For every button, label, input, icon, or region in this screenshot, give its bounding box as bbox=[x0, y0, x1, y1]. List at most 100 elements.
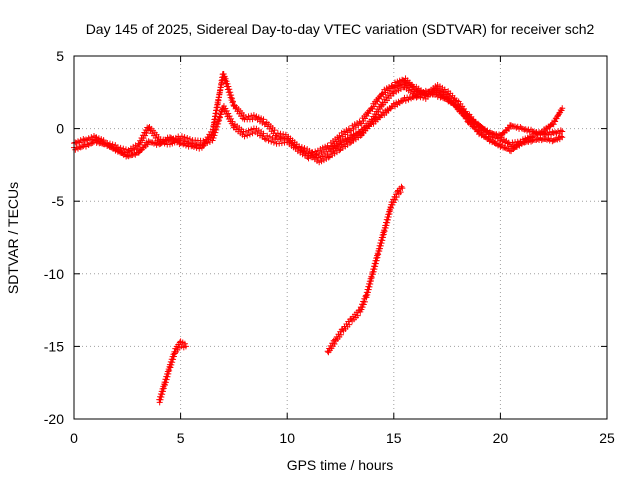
data-point bbox=[213, 110, 220, 117]
data-point bbox=[379, 237, 386, 244]
data-point bbox=[218, 79, 225, 86]
data-point bbox=[413, 94, 420, 101]
data-point bbox=[145, 138, 152, 145]
data-point bbox=[399, 185, 406, 192]
data-point bbox=[74, 138, 81, 145]
data-point bbox=[227, 89, 234, 96]
data-point bbox=[371, 266, 378, 273]
data-point bbox=[250, 112, 257, 119]
data-point bbox=[364, 291, 371, 298]
x-tick-label: 0 bbox=[70, 430, 78, 446]
data-point bbox=[241, 133, 248, 140]
data-point bbox=[249, 130, 256, 137]
data-point bbox=[552, 129, 559, 136]
data-point bbox=[211, 118, 218, 125]
data-point bbox=[242, 128, 249, 135]
axis-layer: 0 5 10 15 20 25 -20 -15 -10 -5 0 5 bbox=[44, 48, 615, 446]
data-point bbox=[372, 260, 379, 267]
data-point bbox=[212, 116, 219, 123]
y-tick-label: -10 bbox=[44, 266, 64, 282]
data-point bbox=[143, 130, 150, 137]
data-point bbox=[554, 112, 561, 119]
data-point bbox=[376, 248, 383, 255]
data-point bbox=[224, 80, 231, 87]
data-point bbox=[294, 145, 301, 152]
data-point bbox=[550, 121, 557, 128]
data-point bbox=[549, 138, 556, 145]
y-tick-label: -20 bbox=[44, 411, 64, 427]
data-point bbox=[399, 98, 406, 105]
x-axis-label: GPS time / hours bbox=[287, 457, 394, 473]
data-point bbox=[377, 245, 384, 252]
x-tick-label: 20 bbox=[493, 430, 509, 446]
data-point bbox=[312, 148, 319, 155]
data-point bbox=[557, 127, 564, 134]
data-point bbox=[278, 134, 285, 141]
data-point bbox=[246, 131, 253, 138]
data-point bbox=[494, 132, 501, 139]
data-point bbox=[269, 134, 276, 141]
x-tick-label: 10 bbox=[279, 430, 295, 446]
data-point bbox=[169, 359, 176, 366]
data-point bbox=[510, 142, 517, 149]
data-point bbox=[212, 113, 219, 120]
data-point bbox=[212, 129, 219, 136]
data-point bbox=[261, 135, 268, 142]
data-point bbox=[397, 189, 404, 196]
data-point bbox=[260, 130, 267, 137]
data-point bbox=[190, 144, 197, 151]
data-point bbox=[345, 136, 352, 143]
plot-frame bbox=[73, 55, 608, 420]
data-point bbox=[336, 147, 343, 154]
data-point bbox=[475, 120, 482, 127]
data-point bbox=[393, 194, 400, 201]
data-point bbox=[84, 141, 91, 148]
data-point bbox=[428, 90, 435, 97]
data-point bbox=[501, 144, 508, 151]
data-point bbox=[302, 149, 309, 156]
x-tick-label: 25 bbox=[599, 430, 615, 446]
series-track-D bbox=[156, 338, 189, 406]
data-point bbox=[130, 150, 137, 157]
y-tick-label: 5 bbox=[56, 48, 64, 64]
data-point bbox=[365, 286, 372, 293]
data-point bbox=[88, 140, 95, 147]
data-point bbox=[367, 280, 374, 287]
data-point bbox=[223, 78, 230, 85]
data-point bbox=[558, 133, 565, 140]
data-point bbox=[225, 83, 232, 90]
data-point bbox=[325, 154, 332, 161]
data-point bbox=[142, 132, 149, 139]
data-point bbox=[441, 86, 448, 93]
data-point bbox=[369, 271, 376, 278]
data-point bbox=[508, 122, 515, 129]
data-point bbox=[245, 127, 252, 134]
data-point bbox=[162, 381, 169, 388]
data-point bbox=[354, 312, 361, 319]
data-point bbox=[182, 343, 189, 350]
data-point bbox=[268, 138, 275, 145]
data-point bbox=[346, 140, 353, 147]
data-point bbox=[417, 90, 424, 97]
data-point bbox=[297, 147, 304, 154]
data-point bbox=[213, 107, 220, 114]
x-tick-label: 15 bbox=[386, 430, 402, 446]
data-point bbox=[120, 145, 127, 152]
chart-title: Day 145 of 2025, Sidereal Day-to-day VTE… bbox=[86, 21, 595, 37]
data-point bbox=[264, 132, 271, 139]
data-point bbox=[513, 124, 520, 131]
data-point bbox=[167, 364, 174, 371]
data-point bbox=[408, 95, 415, 102]
data-point bbox=[359, 304, 366, 311]
data-point bbox=[163, 376, 170, 383]
data-point bbox=[125, 153, 132, 160]
data-point bbox=[361, 298, 368, 305]
data-point bbox=[260, 116, 267, 123]
data-point bbox=[382, 224, 389, 231]
data-point bbox=[223, 107, 230, 114]
data-point bbox=[513, 141, 520, 148]
data-point bbox=[301, 145, 308, 152]
data-point bbox=[529, 134, 536, 141]
data-point bbox=[280, 131, 287, 138]
series-track-A bbox=[71, 75, 566, 162]
